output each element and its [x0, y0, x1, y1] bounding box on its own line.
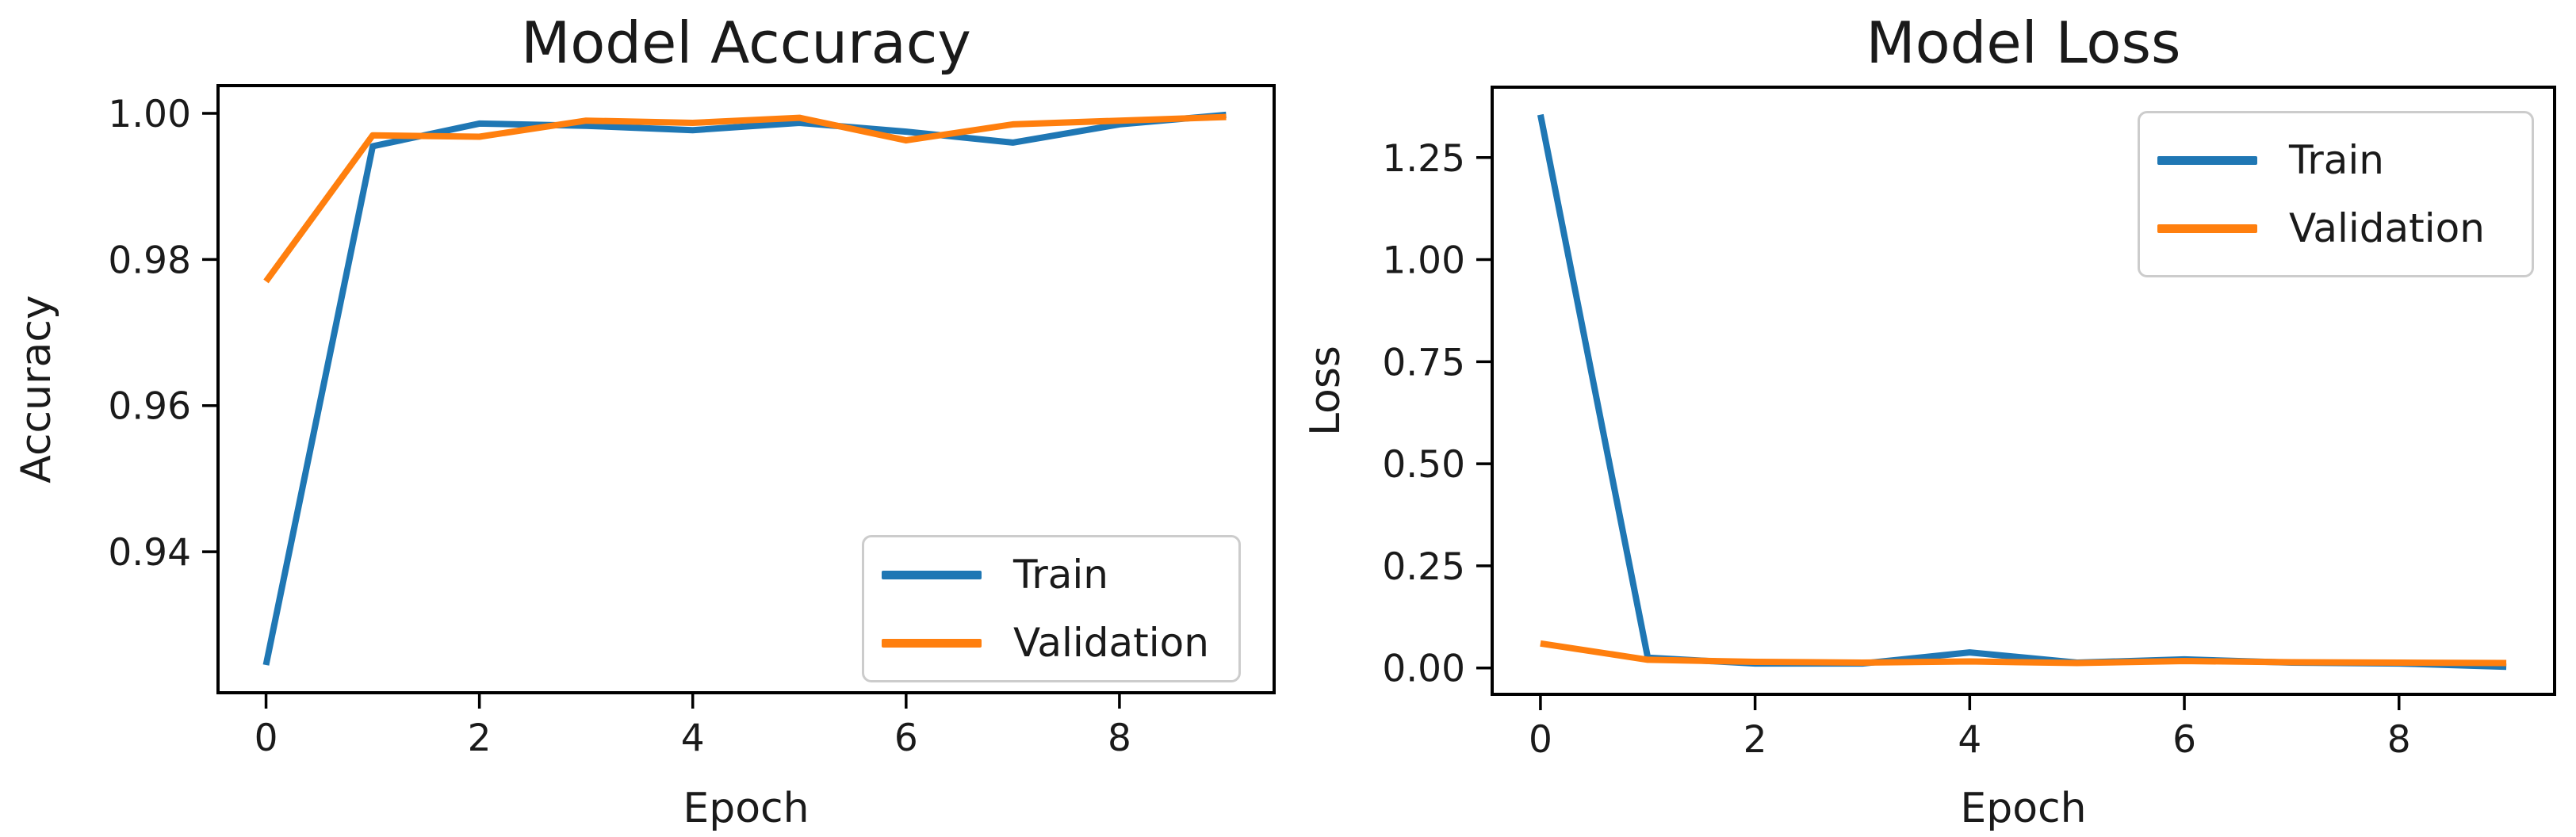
legend-label-validation: Validation [2289, 205, 2485, 251]
validation-line-sample [2157, 224, 2257, 233]
loss-axes: 0 2 4 6 8 0.00 0.25 0.50 0.75 1.00 1.25 [1382, 86, 2556, 762]
y-tick-label: 1.25 [1382, 137, 1465, 181]
validation-series-line [263, 113, 1227, 284]
legend-entry-validation: Validation [882, 620, 1219, 666]
loss-y-axis-label: Loss [1302, 345, 1349, 437]
x-tick-label: 6 [2172, 718, 2196, 762]
y-tick-label: 0.98 [108, 239, 191, 282]
y-tick-label: 0.96 [108, 385, 191, 429]
legend-entry-train: Train [2157, 137, 2513, 183]
x-tick-label: 2 [1743, 718, 1767, 762]
y-tick-label: 0.25 [1382, 545, 1465, 589]
y-tick-label: 1.00 [1382, 239, 1465, 283]
accuracy-legend: Train Validation [862, 535, 1241, 682]
accuracy-y-axis-label: Accuracy [13, 295, 60, 483]
validation-series-line [1540, 640, 2507, 667]
accuracy-x-axis-label: Epoch [683, 785, 810, 832]
legend-label-train: Train [1013, 552, 1108, 598]
validation-line-sample [882, 638, 982, 648]
x-tick-label: 0 [255, 717, 278, 760]
loss-legend: Train Validation [2138, 111, 2534, 277]
x-tick-label: 6 [894, 717, 918, 760]
loss-x-axis-label: Epoch [1960, 785, 2087, 832]
train-line-sample [882, 570, 982, 579]
y-tick-label: 1.00 [108, 93, 191, 136]
x-tick-label: 0 [1529, 718, 1552, 762]
loss-chart-title: Model Loss [1866, 10, 2181, 76]
y-tick-label: 0.50 [1382, 443, 1465, 487]
y-tick-label: 0.94 [108, 531, 191, 575]
y-tick-label: 0.75 [1382, 341, 1465, 384]
accuracy-axes: 0 2 4 6 8 0.94 0.96 0.98 1.00 [108, 84, 1276, 760]
x-tick-label: 2 [468, 717, 492, 760]
axes-spines [1491, 86, 2556, 696]
legend-label-train: Train [2289, 137, 2384, 183]
x-tick-label: 8 [1108, 717, 1131, 760]
x-tick-label: 8 [2387, 718, 2411, 762]
legend-label-validation: Validation [1013, 620, 1209, 666]
axes-spines [216, 84, 1276, 694]
x-tick-label: 4 [681, 717, 705, 760]
legend-entry-train: Train [882, 552, 1219, 598]
train-line-sample [2157, 155, 2257, 165]
y-tick-label: 0.00 [1382, 648, 1465, 691]
accuracy-chart-title: Model Accuracy [521, 10, 971, 76]
legend-entry-validation: Validation [2157, 205, 2513, 251]
x-tick-label: 4 [1958, 718, 1981, 762]
